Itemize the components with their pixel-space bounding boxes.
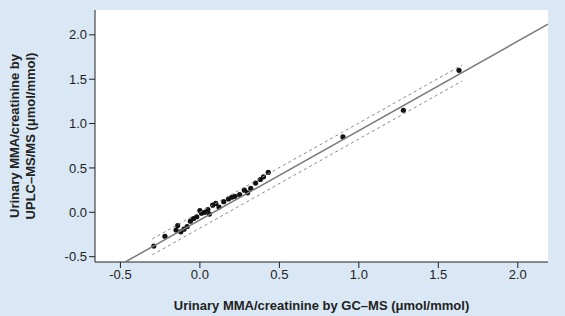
svg-text:Urinary MMA/creatinine by GC–M: Urinary MMA/creatinine by GC–MS (μmol/mm… bbox=[174, 298, 469, 313]
svg-text:1.0: 1.0 bbox=[350, 267, 368, 282]
svg-text:0.5: 0.5 bbox=[69, 161, 87, 176]
svg-text:2.0: 2.0 bbox=[509, 267, 527, 282]
svg-text:1.5: 1.5 bbox=[429, 267, 447, 282]
svg-text:0.0: 0.0 bbox=[191, 267, 209, 282]
svg-text:-0.5: -0.5 bbox=[109, 267, 131, 282]
svg-text:1.5: 1.5 bbox=[69, 72, 87, 87]
svg-text:0.5: 0.5 bbox=[270, 267, 288, 282]
svg-text:Urinary MMA/creatinine by: Urinary MMA/creatinine by bbox=[8, 53, 22, 218]
svg-text:-0.5: -0.5 bbox=[65, 249, 87, 264]
svg-text:UPLC–MS/MS (μmol/mmol): UPLC–MS/MS (μmol/mmol) bbox=[23, 53, 38, 220]
svg-text:2.0: 2.0 bbox=[69, 27, 87, 42]
svg-text:1.0: 1.0 bbox=[69, 116, 87, 131]
svg-text:0.0: 0.0 bbox=[69, 205, 87, 220]
